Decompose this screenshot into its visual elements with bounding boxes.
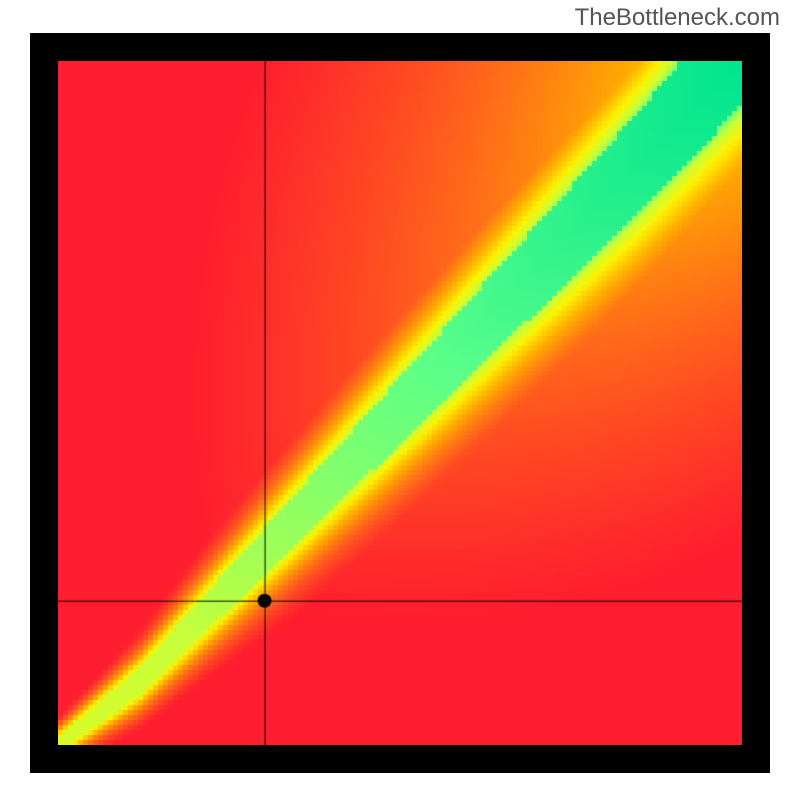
watermark-text: TheBottleneck.com xyxy=(575,4,780,32)
crosshair-overlay xyxy=(58,61,742,745)
